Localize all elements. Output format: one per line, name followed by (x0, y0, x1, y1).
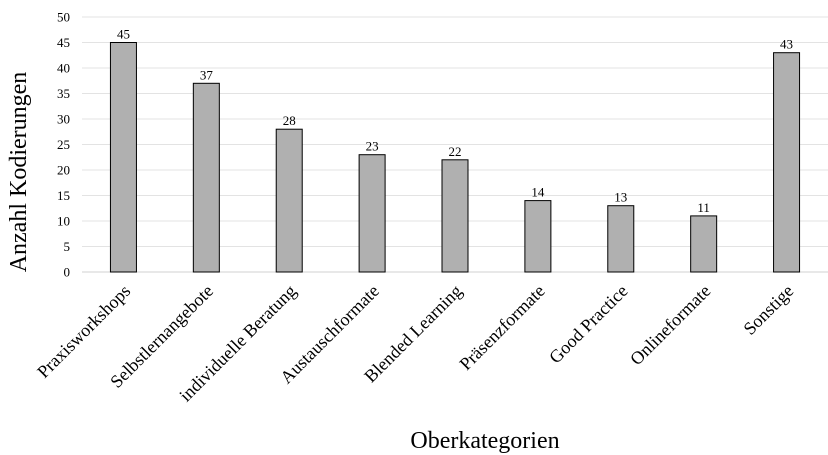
category-labels: PraxisworkshopsSelbstlernangeboteindivid… (33, 281, 797, 406)
y-tick-label: 35 (57, 86, 70, 101)
bar (275, 128, 303, 273)
y-tick-label: 45 (57, 35, 70, 50)
bar (524, 200, 552, 273)
y-tick-label: 5 (64, 239, 71, 254)
x-tick-label: Sonstige (739, 281, 797, 339)
bars (109, 42, 801, 273)
bar (192, 82, 220, 273)
data-labels: 45 37 28 23 22 14 13 11 43 (117, 27, 793, 215)
data-label: 28 (283, 113, 296, 128)
bar (441, 159, 469, 273)
data-label: 23 (366, 139, 379, 154)
y-tick-label: 20 (57, 163, 70, 178)
x-tick-label: Präsenzformate (455, 281, 548, 374)
y-tick-label: 10 (57, 214, 70, 229)
y-axis-title: Anzahl Kodierungen (6, 72, 32, 273)
y-axis-ticks: 0 5 10 15 20 25 30 35 40 45 50 (57, 10, 70, 280)
bar (109, 42, 137, 273)
bar (607, 205, 635, 273)
x-axis-title: Oberkategorien (410, 428, 559, 454)
bar (773, 52, 801, 273)
data-label: 11 (697, 200, 710, 215)
data-label: 13 (614, 190, 627, 205)
data-label: 45 (117, 27, 130, 42)
y-tick-label: 40 (57, 61, 70, 76)
data-label: 14 (531, 185, 545, 200)
y-tick-label: 50 (57, 10, 70, 25)
y-tick-label: 15 (57, 188, 70, 203)
x-tick-label: Onlineformate (626, 281, 714, 369)
bar (358, 154, 386, 273)
data-label: 37 (200, 67, 214, 82)
x-tick-label: Good Practice (545, 281, 632, 368)
y-tick-label: 30 (57, 112, 70, 127)
y-tick-label: 25 (57, 137, 70, 152)
bar (690, 215, 718, 273)
y-tick-label: 0 (64, 265, 71, 280)
data-label: 43 (780, 37, 793, 52)
data-label: 22 (449, 144, 462, 159)
